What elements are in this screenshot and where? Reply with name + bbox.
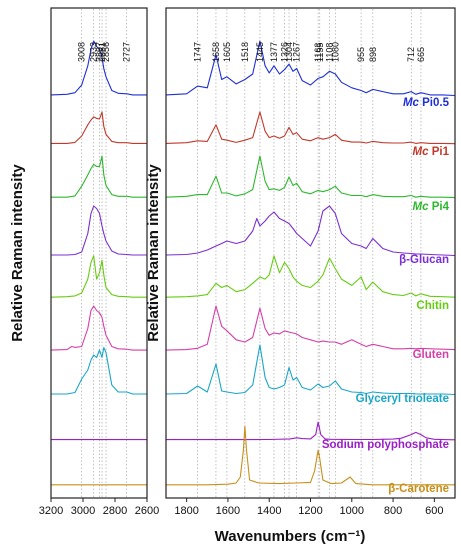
x-tick-label-3000: 3000 [71,505,95,517]
x-tick-label-1400: 1400 [257,505,281,517]
series-label-chitin: Chitin [416,300,449,312]
right-y-axis-label: Relative Raman intensity [145,164,162,342]
band-label-2933: 2933 [89,42,99,62]
band-label-955: 955 [356,47,366,62]
series-label-beta-carotene: β-Carotene [388,483,449,495]
band-label-1658: 1658 [211,42,221,62]
spectrum-left-mc-pi0-5 [50,40,147,96]
spectrum-right-mc-pi0-5 [165,40,456,97]
right-x-ticks: 1800 1600 1400 1200 1000 800 600 [174,498,444,517]
band-label-3008: 3008 [77,42,87,62]
x-tick-label-800: 800 [384,505,402,517]
spectrum-right-beta-carotene [166,425,455,486]
spectrum-left-gluten [50,305,147,351]
band-label-898: 898 [368,47,378,62]
band-label-1108: 1108 [324,43,334,62]
left-y-axis-label: Relative Raman intensity [9,164,26,342]
left-x-ticks: 3200 3000 2800 2600 [39,498,159,517]
spectrum-left-mc-pi4 [51,155,147,198]
band-label-1605: 1605 [222,42,232,62]
band-label-1304: 1304 [284,42,294,62]
spectrum-left-chitin [50,255,147,298]
right-panel-spectra [165,40,456,486]
band-label-2881: 2881 [97,42,107,62]
series-label-gluten: Gluten [413,349,449,361]
x-tick-label-3200: 3200 [39,505,63,517]
band-label-1445: 1445 [255,42,265,62]
x-tick-label-2600: 2600 [135,505,159,517]
spectrum-right-mc-pi1 [165,111,456,145]
x-axis-label: Wavenumbers (cm⁻¹) [215,528,366,545]
band-label-1163: 1163 [313,43,323,62]
spectrum-right-chitin [165,255,456,298]
band-label-1518: 1518 [240,42,250,62]
band-label-1080: 1080 [330,42,340,62]
series-label-mc-pi0-5: Mc Pi0.5 [403,97,450,109]
spectrum-right-gluten [165,305,456,351]
spectrum-right-mc-pi4 [165,155,456,199]
left-panel-frame [50,7,148,499]
x-tick-label-1000: 1000 [340,505,364,517]
band-label-2727: 2727 [122,42,132,62]
x-tick-label-1200: 1200 [298,505,322,517]
x-tick-label-1600: 1600 [216,505,240,517]
spectrum-right-beta-glucan [165,205,456,257]
series-label-glyceryl-trioleate: Glyceryl trioleate [356,393,449,405]
spectrum-left-glyceryl-trioleate [51,346,147,395]
right-band-guides [197,9,422,497]
band-label-665: 665 [416,47,426,62]
series-label-mc-pi1: Mc Pi1 [413,146,450,158]
left-band-guides [81,9,127,497]
x-tick-label-600: 600 [425,505,443,517]
band-label-2856: 2856 [101,42,111,62]
band-label-1377: 1377 [269,42,279,62]
series-label-beta-glucan: β-Glucan [399,254,449,266]
spectrum-left-beta-glucan [51,205,147,256]
band-label-1155: 1155 [315,43,325,62]
x-tick-label-2800: 2800 [103,505,127,517]
spectrum-right-sodium-polyphosphate [166,421,456,441]
band-label-712: 712 [406,47,416,62]
series-label-sodium-polyphosphate: Sodium polyphosphate [322,439,449,451]
band-label-2897: 2897 [94,42,104,62]
band-label-1267: 1267 [292,42,302,62]
x-tick-label-1800: 1800 [174,505,198,517]
left-panel-spectra [50,40,147,486]
spectrum-right-glyceryl-trioleate [165,344,456,396]
spectrum-left-mc-pi1 [51,111,147,144]
band-label-1326: 1326 [279,42,289,62]
series-labels: Mc Pi0.5 Mc Pi1 Mc Pi4 β-Glucan Chitin Gluten… [322,97,450,495]
band-label-1747: 1747 [193,42,203,62]
series-label-mc-pi4: Mc Pi4 [413,201,450,213]
